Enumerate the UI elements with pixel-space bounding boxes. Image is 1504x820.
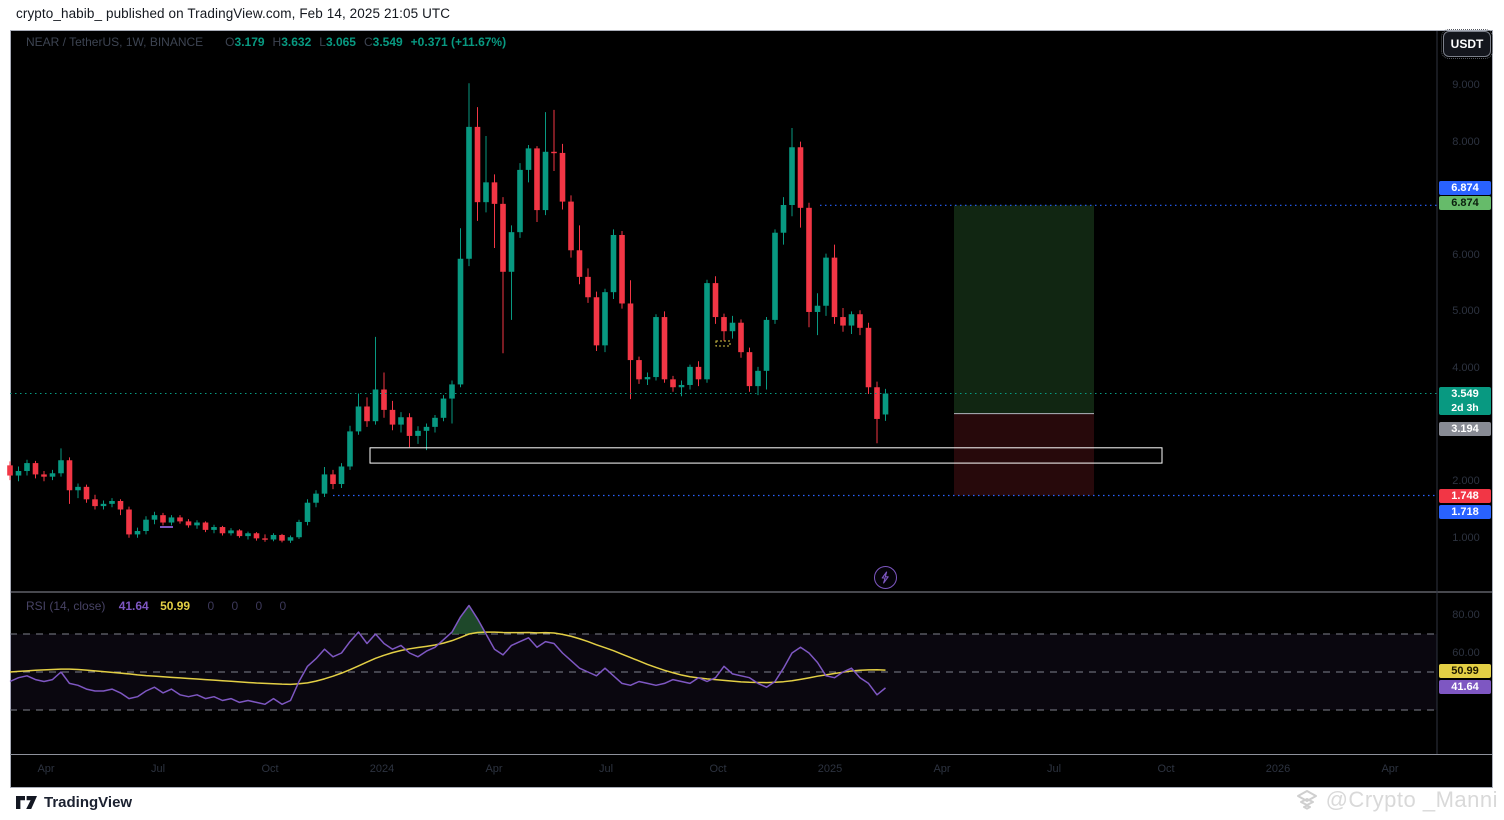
rsi-ma-value: 50.99 xyxy=(160,599,191,613)
rsi-zero-value: 0 xyxy=(231,599,239,613)
rsi-zero-value: 0 xyxy=(279,599,287,613)
ohlc-low-value: 3.065 xyxy=(325,35,356,49)
publish-info: crypto_habib_ published on TradingView.c… xyxy=(16,6,451,21)
symbol-title[interactable]: NEAR / TetherUS, 1W, BINANCE xyxy=(26,35,204,49)
rsi-zero-value: 0 xyxy=(207,599,215,613)
symbol-header: NEAR / TetherUS, 1W, BINANCE O3.179 H3.632… xyxy=(26,35,506,49)
author-watermark: @Crypto _Manni xyxy=(1294,787,1498,813)
rsi-value: 41.64 xyxy=(118,599,149,613)
rsi-title[interactable]: RSI (14, close) xyxy=(26,599,106,613)
ohlc-close-value: 3.549 xyxy=(372,35,403,49)
rsi-header: RSI (14, close) 41.64 50.99 0 0 0 0 xyxy=(26,599,286,613)
lightning-icon xyxy=(881,571,889,584)
chart-panel[interactable] xyxy=(10,30,1493,788)
ohlc-high-value: 3.632 xyxy=(281,35,312,49)
tradingview-brand-text: TradingView xyxy=(44,794,133,811)
ohlc-open-key: O xyxy=(225,35,235,49)
boost-button[interactable] xyxy=(874,566,897,589)
ohlc-close-key: C xyxy=(363,35,373,49)
watermark-text: @Crypto _Manni xyxy=(1325,787,1498,812)
ohlc-low-key: L xyxy=(319,35,326,49)
watermark-logo-icon xyxy=(1296,790,1317,810)
ohlc-high-key: H xyxy=(272,35,282,49)
change-value: +0.371 (+11.67%) xyxy=(410,35,507,49)
tradingview-logo-icon xyxy=(16,796,37,809)
ohlc-open-value: 3.179 xyxy=(234,35,265,49)
currency-toggle-button[interactable]: USDT xyxy=(1441,29,1493,59)
rsi-zero-value: 0 xyxy=(255,599,263,613)
tradingview-logo-link[interactable]: TradingView xyxy=(16,794,132,811)
